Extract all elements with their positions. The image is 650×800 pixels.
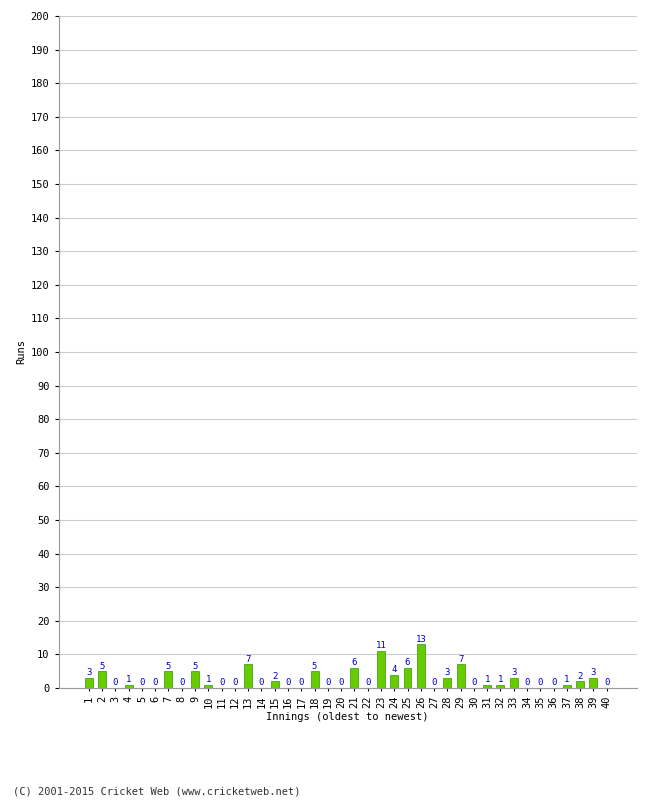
- X-axis label: Innings (oldest to newest): Innings (oldest to newest): [266, 712, 429, 722]
- Bar: [191, 671, 199, 688]
- Text: 2: 2: [577, 672, 583, 681]
- Bar: [483, 685, 491, 688]
- Text: 0: 0: [298, 678, 304, 687]
- Text: 5: 5: [166, 662, 171, 670]
- Text: 3: 3: [591, 668, 596, 678]
- Text: 6: 6: [352, 658, 357, 667]
- Text: 5: 5: [312, 662, 317, 670]
- Bar: [377, 651, 385, 688]
- Bar: [98, 671, 106, 688]
- Text: 5: 5: [99, 662, 105, 670]
- Bar: [590, 678, 597, 688]
- Bar: [563, 685, 571, 688]
- Text: 1: 1: [564, 675, 569, 684]
- Text: 3: 3: [511, 668, 517, 678]
- Bar: [510, 678, 518, 688]
- Bar: [350, 668, 358, 688]
- Text: 0: 0: [139, 678, 144, 687]
- Text: (C) 2001-2015 Cricket Web (www.cricketweb.net): (C) 2001-2015 Cricket Web (www.cricketwe…: [13, 786, 300, 796]
- Bar: [390, 674, 398, 688]
- Bar: [270, 682, 279, 688]
- Y-axis label: Runs: Runs: [16, 339, 27, 365]
- Text: 2: 2: [272, 672, 278, 681]
- Text: 0: 0: [339, 678, 344, 687]
- Bar: [443, 678, 451, 688]
- Text: 0: 0: [219, 678, 224, 687]
- Text: 7: 7: [458, 655, 463, 664]
- Bar: [497, 685, 504, 688]
- Text: 4: 4: [391, 665, 397, 674]
- Bar: [84, 678, 93, 688]
- Text: 0: 0: [153, 678, 158, 687]
- Text: 0: 0: [179, 678, 185, 687]
- Text: 0: 0: [285, 678, 291, 687]
- Text: 0: 0: [604, 678, 610, 687]
- Text: 1: 1: [126, 675, 131, 684]
- Bar: [204, 685, 213, 688]
- Text: 0: 0: [325, 678, 330, 687]
- Text: 1: 1: [484, 675, 490, 684]
- Text: 3: 3: [86, 668, 92, 678]
- Text: 0: 0: [432, 678, 437, 687]
- Bar: [404, 668, 411, 688]
- Bar: [457, 665, 465, 688]
- Text: 5: 5: [192, 662, 198, 670]
- Bar: [125, 685, 133, 688]
- Text: 11: 11: [376, 642, 386, 650]
- Text: 0: 0: [525, 678, 530, 687]
- Text: 3: 3: [445, 668, 450, 678]
- Bar: [417, 644, 425, 688]
- Bar: [576, 682, 584, 688]
- Text: 0: 0: [112, 678, 118, 687]
- Text: 0: 0: [365, 678, 370, 687]
- Text: 0: 0: [259, 678, 264, 687]
- Bar: [164, 671, 172, 688]
- Text: 1: 1: [498, 675, 503, 684]
- Text: 0: 0: [551, 678, 556, 687]
- Text: 6: 6: [405, 658, 410, 667]
- Text: 7: 7: [246, 655, 251, 664]
- Text: 0: 0: [538, 678, 543, 687]
- Text: 0: 0: [471, 678, 476, 687]
- Text: 0: 0: [232, 678, 237, 687]
- Bar: [311, 671, 318, 688]
- Text: 1: 1: [205, 675, 211, 684]
- Text: 13: 13: [415, 634, 426, 644]
- Bar: [244, 665, 252, 688]
